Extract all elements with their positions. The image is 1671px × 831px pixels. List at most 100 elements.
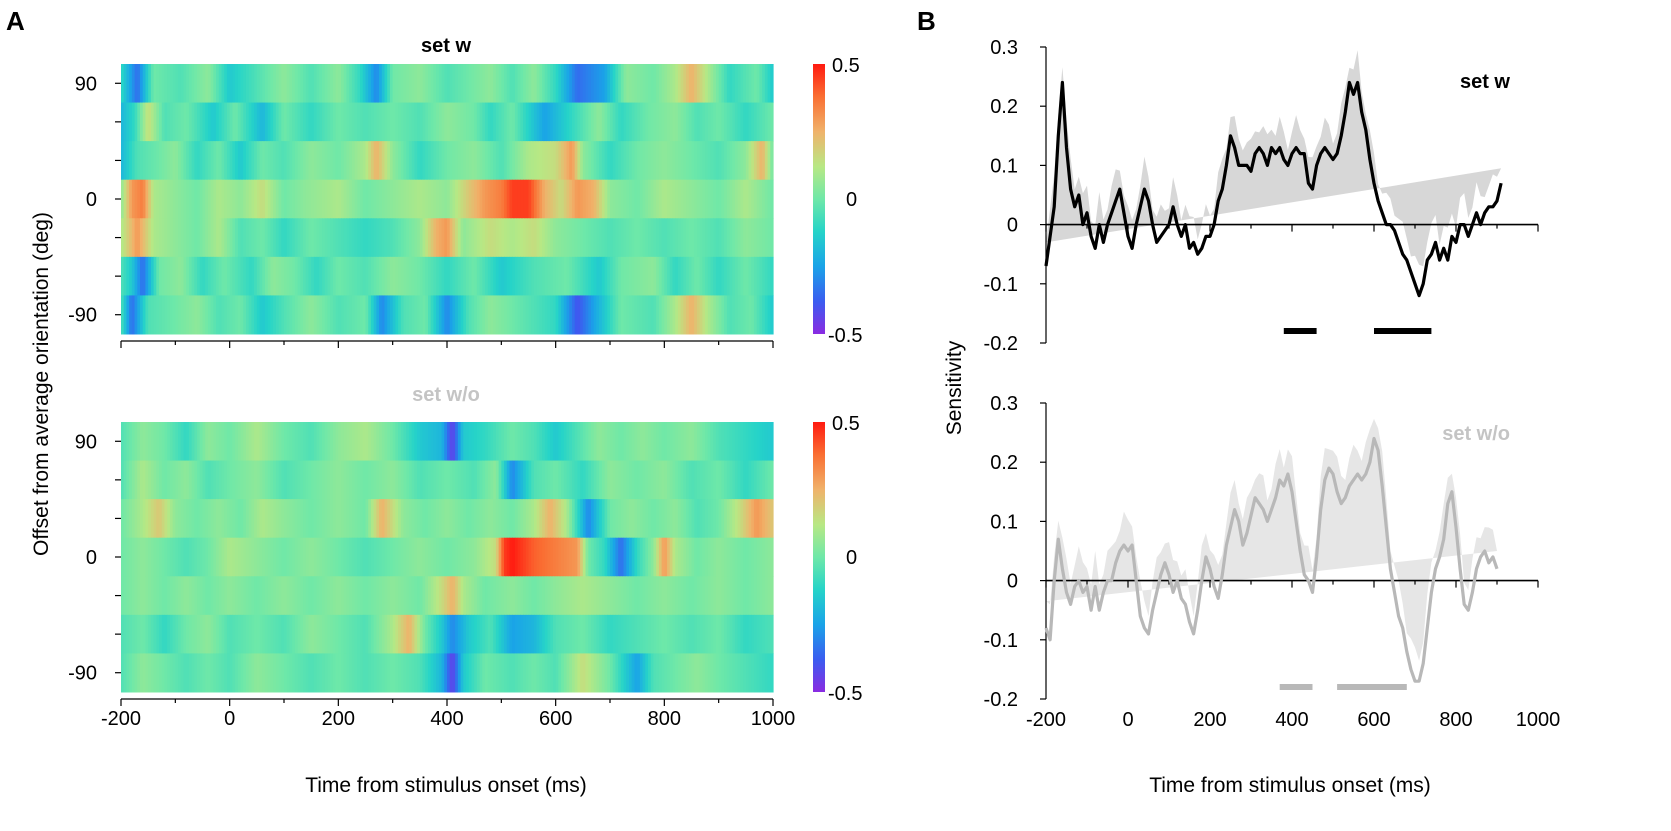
heatmap-cell bbox=[134, 614, 138, 654]
heatmap-cell bbox=[395, 653, 399, 693]
heatmap-cell bbox=[721, 218, 725, 258]
heatmap-cell bbox=[677, 614, 682, 654]
heatmap-cell bbox=[495, 141, 500, 181]
heatmap-cell bbox=[129, 141, 133, 181]
heatmap-cell bbox=[580, 537, 584, 577]
heatmap-cell bbox=[585, 295, 589, 335]
heatmap-cell bbox=[330, 537, 334, 577]
heatmap-cell bbox=[631, 422, 636, 462]
heatmap-cell bbox=[449, 614, 454, 654]
heatmap-cell bbox=[686, 64, 690, 104]
heatmap-cell bbox=[599, 653, 603, 693]
heatmap-cell bbox=[360, 614, 364, 654]
heatmap-cell bbox=[349, 576, 353, 616]
heatmap-set-w-cbar-min: -0.5 bbox=[828, 325, 862, 347]
heatmap-cell bbox=[357, 614, 361, 654]
heatmap-cell bbox=[648, 64, 652, 104]
heatmap-cell bbox=[338, 499, 342, 539]
heatmap-cell bbox=[588, 422, 592, 462]
heatmap-cell bbox=[183, 576, 187, 616]
y-tick-label: -0.1 bbox=[984, 630, 1018, 652]
heatmap-cell bbox=[376, 460, 380, 500]
heatmap-cell bbox=[713, 64, 717, 104]
heatmap-cell bbox=[718, 295, 722, 335]
heatmap-cell bbox=[509, 141, 513, 181]
heatmap-cell bbox=[262, 576, 266, 616]
heatmap-cell bbox=[398, 653, 402, 693]
heatmap-cell bbox=[506, 537, 511, 577]
heatmap-cell bbox=[362, 218, 367, 258]
heatmap-cell bbox=[188, 422, 193, 462]
heatmap-cell bbox=[683, 102, 687, 142]
heatmap-cell bbox=[626, 295, 630, 335]
heatmap-cell bbox=[729, 218, 733, 258]
heatmap-cell bbox=[172, 576, 176, 616]
heatmap-cell bbox=[463, 576, 467, 616]
heatmap-cell bbox=[721, 614, 725, 654]
heatmap-cell bbox=[737, 537, 741, 577]
heatmap-cell bbox=[226, 537, 231, 577]
heatmap-cell bbox=[653, 460, 657, 500]
heatmap-cell bbox=[202, 460, 206, 500]
heatmap-cell bbox=[327, 460, 331, 500]
heatmap-cell bbox=[392, 537, 396, 577]
heatmap-cell bbox=[544, 179, 549, 219]
heatmap-cell bbox=[620, 64, 625, 104]
heatmap-cell bbox=[319, 256, 323, 296]
heatmap-cell bbox=[463, 422, 467, 462]
heatmap-cell bbox=[455, 537, 459, 577]
heatmap-cell bbox=[452, 179, 456, 219]
heatmap-cell bbox=[376, 218, 380, 258]
heatmap-cell bbox=[254, 256, 258, 296]
heatmap-cell bbox=[362, 64, 367, 104]
line-set-wo-band bbox=[1046, 418, 1497, 661]
heatmap-cell bbox=[191, 653, 195, 693]
heatmap-cell bbox=[145, 218, 149, 258]
heatmap-cell bbox=[474, 64, 478, 104]
heatmap-cell bbox=[368, 218, 372, 258]
heatmap-cell bbox=[493, 256, 497, 296]
heatmap-cell bbox=[669, 576, 674, 616]
heatmap-cell bbox=[226, 256, 231, 296]
heatmap-cell bbox=[504, 499, 508, 539]
heatmap-cell bbox=[142, 218, 147, 258]
heatmap-cell bbox=[411, 653, 415, 693]
heatmap-cell bbox=[705, 614, 709, 654]
heatmap-cell bbox=[199, 64, 204, 104]
heatmap-cell bbox=[232, 653, 236, 693]
heatmap-cell bbox=[590, 537, 595, 577]
heatmap-cell bbox=[495, 218, 500, 258]
heatmap-cell bbox=[178, 653, 182, 693]
heatmap-cell bbox=[463, 64, 467, 104]
heatmap-cell bbox=[313, 422, 318, 462]
heatmap-cell bbox=[256, 460, 261, 500]
heatmap-cell bbox=[724, 499, 728, 539]
heatmap-cell bbox=[294, 576, 299, 616]
heatmap-cell bbox=[631, 576, 636, 616]
heatmap-cell bbox=[715, 614, 720, 654]
heatmap-cell bbox=[669, 256, 674, 296]
heatmap-cell bbox=[129, 576, 133, 616]
heatmap-cell bbox=[620, 499, 625, 539]
heatmap-cell bbox=[150, 102, 155, 142]
heatmap-cell bbox=[623, 102, 627, 142]
heatmap-cell bbox=[531, 653, 535, 693]
heatmap-cell bbox=[762, 499, 766, 539]
heatmap-cell bbox=[384, 653, 388, 693]
heatmap-cell bbox=[509, 179, 513, 219]
heatmap-cell bbox=[140, 141, 144, 181]
heatmap-cell bbox=[300, 499, 304, 539]
heatmap-cell bbox=[759, 102, 763, 142]
heatmap-cell bbox=[436, 256, 440, 296]
heatmap-cell bbox=[191, 64, 195, 104]
heatmap-cell bbox=[675, 460, 679, 500]
heatmap-cell bbox=[262, 499, 266, 539]
heatmap-cell bbox=[319, 614, 323, 654]
heatmap-cell bbox=[463, 653, 467, 693]
heatmap-cell bbox=[224, 460, 228, 500]
heatmap-cell bbox=[256, 64, 261, 104]
heatmap-cell bbox=[748, 218, 752, 258]
heatmap-cell bbox=[202, 499, 206, 539]
heatmap-cell bbox=[485, 295, 489, 335]
heatmap-cell bbox=[539, 614, 543, 654]
